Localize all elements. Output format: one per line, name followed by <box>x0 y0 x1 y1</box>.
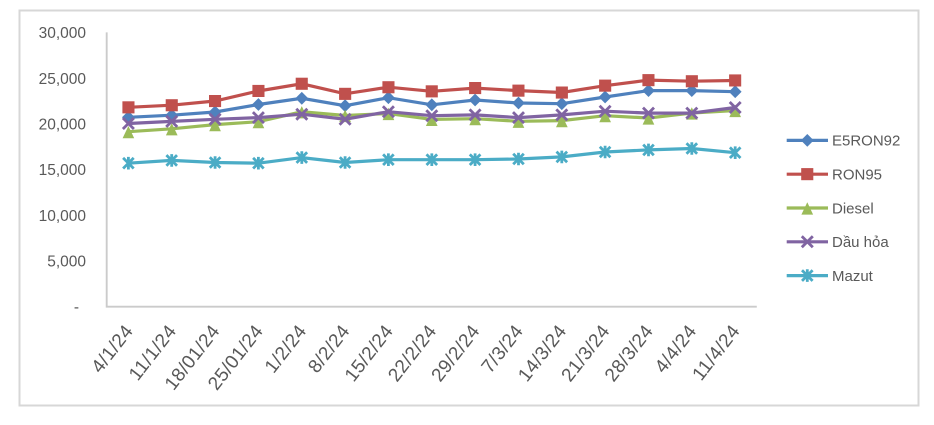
svg-text:Diesel: Diesel <box>832 200 874 217</box>
svg-text:Dầu hỏa: Dầu hỏa <box>832 234 889 251</box>
svg-text:Mazut: Mazut <box>832 268 874 285</box>
svg-text:30,000: 30,000 <box>39 25 87 42</box>
svg-text:5,000: 5,000 <box>47 254 86 271</box>
svg-text:20,000: 20,000 <box>39 117 87 134</box>
svg-text:25,000: 25,000 <box>39 71 87 88</box>
svg-text:-: - <box>74 299 79 316</box>
svg-text:10,000: 10,000 <box>39 208 87 225</box>
svg-text:RON95: RON95 <box>832 167 882 184</box>
svg-text:15,000: 15,000 <box>39 162 87 179</box>
svg-text:E5RON92: E5RON92 <box>832 133 900 150</box>
